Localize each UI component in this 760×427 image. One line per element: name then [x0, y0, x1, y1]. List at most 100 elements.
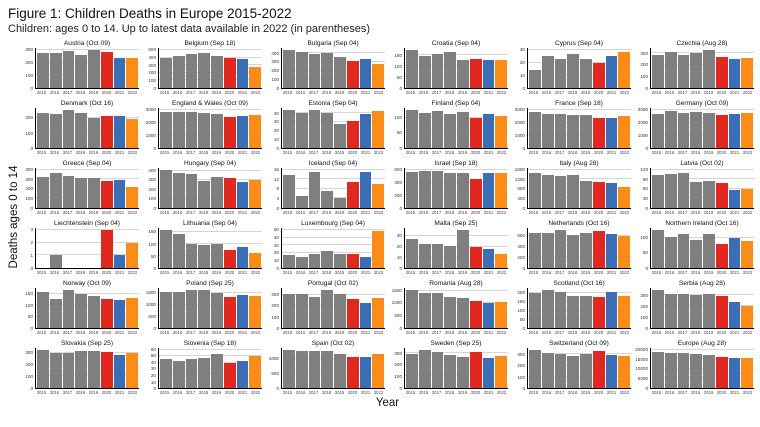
panel-liechtenstein: Liechtenstein (Sep 04) 0 1 2 3 2015 2016 2017 20… — [21, 219, 139, 276]
bar-2015 — [529, 173, 541, 208]
bar-2021 — [359, 357, 372, 388]
gridline — [651, 75, 754, 77]
bar-2017 — [308, 351, 321, 388]
bar-2016 — [541, 289, 554, 328]
y-axis-ticks: 0 100 200 300 — [21, 348, 35, 391]
x-tick-label: 2020 — [716, 210, 727, 215]
panel-title: Germany (Oct 09) — [675, 100, 729, 107]
x-tick-label: 2017 — [554, 270, 565, 275]
y-tick-label: 50 — [273, 226, 279, 232]
x-tick-label: 2016 — [664, 210, 675, 215]
x-tick-label: 2015 — [282, 210, 293, 215]
x-tick-label: 2019 — [334, 330, 345, 335]
bar-2022 — [126, 242, 138, 268]
x-tick-label: 2018 — [567, 210, 578, 215]
panel-title: Northern Ireland (Oct 16) — [665, 220, 739, 227]
x-tick-label: 2020 — [224, 390, 235, 395]
x-tick-label: 2016 — [541, 330, 552, 335]
bars-group — [651, 348, 754, 388]
panel-plot-row: 0 50 100 150 — [21, 288, 139, 331]
plot-area — [527, 168, 631, 209]
bar-2021 — [605, 118, 618, 148]
y-tick-label: 0 — [153, 206, 156, 211]
x-tick-label: 2021 — [360, 330, 371, 335]
bar-2020 — [223, 250, 236, 268]
bar-2020 — [592, 231, 605, 268]
plot-area — [404, 108, 508, 149]
x-tick-label: 2019 — [703, 210, 714, 215]
bar-2020 — [592, 296, 605, 328]
y-tick-label: 0 — [30, 206, 33, 211]
x-tick-label: 2016 — [295, 210, 306, 215]
gridline — [282, 304, 385, 306]
y-tick-label: 300 — [640, 50, 648, 56]
panel-plot-row: 0 200 400 600 — [513, 228, 631, 271]
x-axis-ticks: 2015 2016 2017 2018 2019 2020 2021 2022 — [404, 389, 508, 396]
x-tick-label: 2015 — [651, 210, 662, 215]
plot-area — [35, 228, 139, 269]
plot-area — [650, 228, 754, 269]
y-axis-ticks: 0 4 8 12 16 — [267, 167, 281, 211]
y-tick-label: 40 — [273, 110, 279, 116]
gridline — [282, 112, 385, 114]
bar-2021 — [359, 302, 372, 328]
plot-area — [158, 288, 262, 329]
bar-2020 — [100, 299, 113, 328]
x-tick-label: 2015 — [405, 150, 416, 155]
x-tick-label: 2021 — [606, 390, 617, 395]
x-tick-label: 2017 — [677, 270, 688, 275]
bar-2017 — [677, 352, 690, 388]
bar-2019 — [211, 113, 223, 148]
bars-group — [36, 348, 139, 388]
panel-title: Lithuania (Sep 04) — [183, 220, 237, 227]
x-tick-label: 2018 — [321, 330, 332, 335]
x-tick-label: 2020 — [101, 390, 112, 395]
panel-plot-row: 0 100 200 300 — [636, 48, 754, 91]
gridline — [405, 54, 508, 56]
gridline — [651, 134, 754, 136]
bar-2018 — [567, 114, 579, 148]
x-axis-title: Year — [375, 397, 400, 409]
bar-2017 — [185, 358, 198, 388]
x-tick-label: 2019 — [580, 150, 591, 155]
panel-plot-row: 0 10 20 30 — [513, 47, 631, 91]
y-tick-label: 600 — [517, 232, 525, 238]
y-tick-label: 1000 — [145, 132, 156, 138]
bars-group — [405, 228, 508, 268]
gridline — [36, 74, 139, 76]
bar-2018 — [75, 54, 87, 88]
y-tick-label: 100 — [394, 374, 402, 380]
panel-plot-row: 0 50 100 — [390, 108, 508, 151]
bar-2018 — [690, 112, 702, 148]
bar-2016 — [295, 257, 308, 268]
gridline — [651, 168, 754, 170]
gridline — [282, 372, 385, 374]
y-tick-label: 300 — [640, 292, 648, 298]
panel-slovenia: Slovenia (Sep 18) 0 10 20 30 40 50 60 2015 2016 20… — [144, 339, 262, 396]
bar-2015 — [529, 70, 541, 88]
bar-2021 — [728, 237, 741, 268]
bar-2016 — [49, 53, 62, 88]
gridline — [36, 48, 139, 50]
bar-2019 — [457, 59, 469, 88]
panel-title: Romania (Aug 28) — [429, 280, 483, 287]
gridline — [651, 52, 754, 54]
bar-2017 — [677, 54, 690, 88]
bar-2016 — [664, 352, 677, 388]
bar-2015 — [160, 57, 172, 88]
bar-2016 — [664, 294, 677, 328]
x-tick-label: 2018 — [321, 90, 332, 95]
bar-2020 — [346, 121, 359, 148]
x-tick-label: 2015 — [159, 90, 170, 95]
x-tick-label: 2020 — [716, 150, 727, 155]
bar-2017 — [62, 353, 75, 388]
plot-area — [158, 48, 262, 89]
plot-area — [650, 108, 754, 149]
x-tick-label: 2016 — [172, 210, 183, 215]
panel-plot-row: 0 10 20 30 40 — [267, 108, 385, 151]
x-tick-label: 2021 — [360, 390, 371, 395]
x-tick-label: 2015 — [36, 330, 47, 335]
bar-2016 — [541, 56, 554, 88]
x-tick-label: 2015 — [528, 210, 539, 215]
x-tick-label: 2019 — [703, 90, 714, 95]
